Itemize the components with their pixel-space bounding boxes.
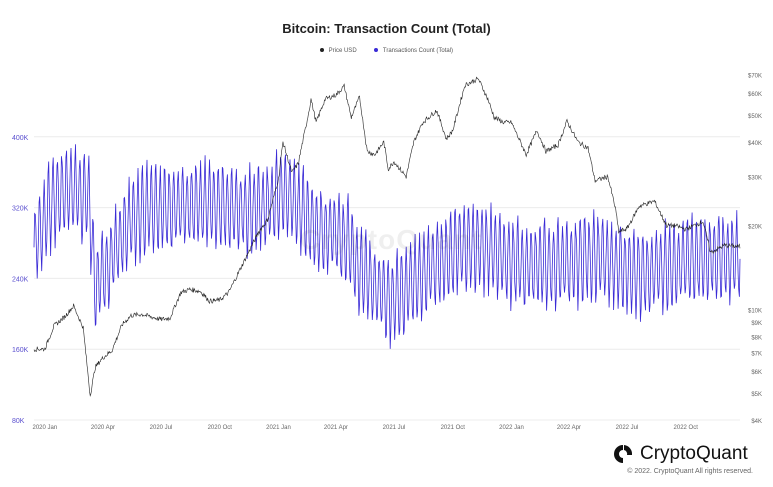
- x-tick-label: 2021 Apr: [324, 425, 348, 431]
- legend-item-price[interactable]: Price USD: [319, 48, 357, 54]
- y-right-tick-label: $60K: [748, 92, 762, 98]
- legend-price-label: Price USD: [328, 48, 357, 54]
- x-tick-label: 2021 Jul: [383, 425, 406, 431]
- transactions-series-line: [33, 144, 741, 349]
- price-series-line: [33, 76, 741, 397]
- copyright-text: © 2022. CryptoQuant All rights reserved.: [627, 468, 753, 475]
- legend-transactions-label: Transactions Count (Total): [382, 48, 454, 54]
- x-tick-label: 2022 Oct: [674, 425, 699, 431]
- x-tick-label: 2022 Jul: [616, 425, 639, 431]
- y-right-tick-label: $5K: [751, 392, 762, 398]
- y-right-tick-label: $30K: [748, 176, 762, 182]
- logo-text: CryptoQuant: [640, 443, 748, 464]
- x-tick-label: 2021 Jan: [266, 425, 291, 431]
- brand-logo: CryptoQuant: [612, 441, 748, 467]
- legend-price-dot: [319, 48, 324, 53]
- y-right-tick-label: $8K: [751, 335, 762, 341]
- x-tick-label: 2021 Oct: [441, 425, 466, 431]
- y-right-tick-label: $40K: [748, 141, 762, 147]
- cryptoquant-logo-icon: [614, 445, 633, 463]
- x-tick-label: 2020 Oct: [208, 425, 233, 431]
- x-tick-label: 2020 Apr: [91, 425, 115, 431]
- y-right-tick-label: $50K: [748, 114, 762, 120]
- legend-transactions-dot: [374, 48, 379, 53]
- watermark: CryptoQuant: [300, 224, 483, 255]
- y-left-tick-label: 160K: [12, 347, 29, 354]
- y-right-tick-label: $20K: [748, 225, 762, 231]
- y-right-tick-label: $10K: [748, 308, 762, 314]
- x-tick-label: 2022 Apr: [557, 425, 581, 431]
- y-left-tick-label: 320K: [12, 206, 29, 213]
- y-right-tick-label: $9K: [751, 321, 762, 327]
- x-tick-label: 2022 Jan: [499, 425, 524, 431]
- chart-title: Bitcoin: Transaction Count (Total): [282, 21, 491, 36]
- y-right-tick-label: $70K: [748, 73, 762, 79]
- legend-item-transactions[interactable]: Transactions Count (Total): [374, 48, 453, 54]
- y-right-tick-label: $4K: [751, 419, 762, 425]
- y-right-tick-label: $7K: [751, 351, 762, 357]
- y-left-tick-label: 80K: [12, 418, 25, 425]
- y-right-tick-label: $6K: [751, 370, 762, 376]
- chart-legend: Price USD Transactions Count (Total): [0, 48, 773, 54]
- y-left-tick-label: 240K: [12, 276, 29, 283]
- x-tick-label: 2020 Jan: [33, 425, 58, 431]
- y-left-tick-label: 400K: [12, 135, 29, 142]
- x-tick-label: 2020 Jul: [150, 425, 173, 431]
